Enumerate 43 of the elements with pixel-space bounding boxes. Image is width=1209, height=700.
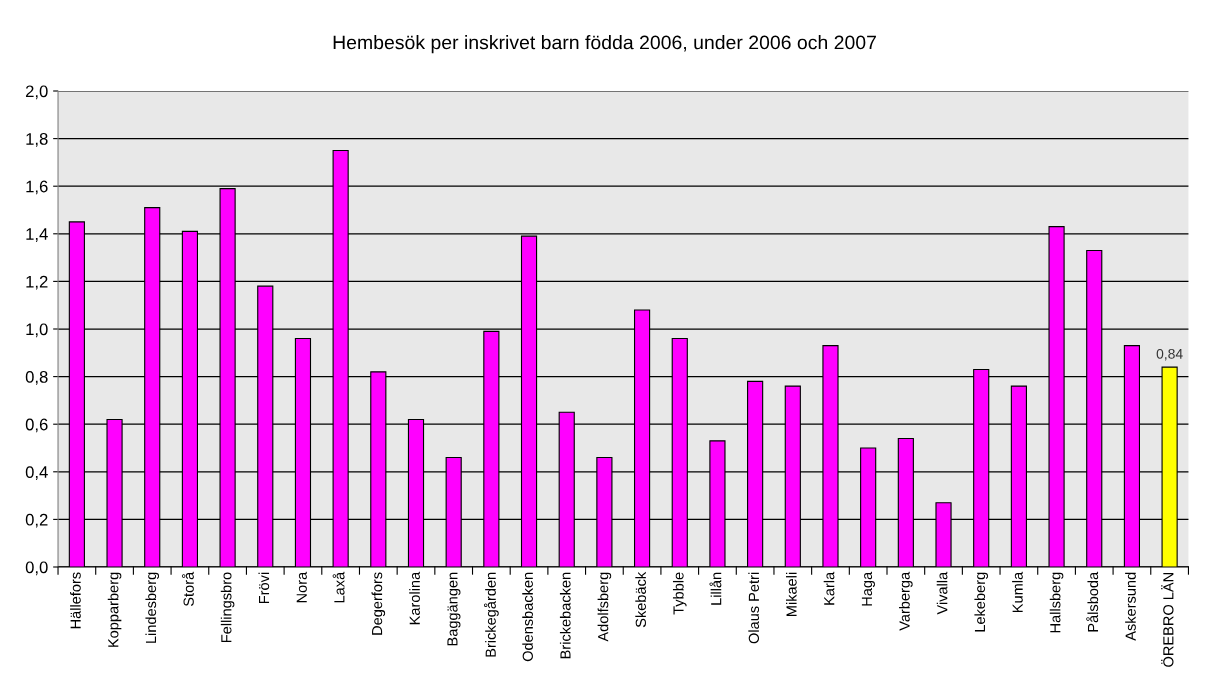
x-tick-label: Vivalla [936, 571, 948, 615]
x-tick-label: Mikaeli [786, 572, 797, 617]
x-tick-label: ÖREBRO LÄN [1161, 573, 1174, 667]
x-tick-label: Skebäck [635, 571, 646, 628]
y-tick-label: 0,2 [25, 513, 48, 528]
x-tick-label: Nora [296, 571, 307, 603]
y-tick-label: 1,0 [26, 323, 48, 338]
x-tick-label: Varberga [899, 571, 913, 631]
x-tick-label: Hallsberg [1049, 572, 1064, 633]
x-tick-label: Askersund [1125, 572, 1136, 641]
x-tick-label: Degerfors [371, 572, 386, 635]
y-tick-label: 1,6 [26, 180, 48, 195]
x-tick-label: Adolfsberg [597, 572, 612, 642]
x-tick-label: Lekeberg [974, 572, 988, 632]
x-tick-label: Lillån [709, 572, 722, 605]
x-tick-label: Lindesberg [145, 572, 160, 643]
y-tick-label: 0,8 [25, 371, 48, 385]
x-tick-label: Karolina [409, 571, 420, 625]
y-tick-label: 0,6 [25, 418, 48, 433]
y-tick-label: 2,0 [25, 85, 48, 100]
x-tick-label: Storå [181, 571, 194, 607]
x-tick-label: Odensbacken [522, 572, 533, 662]
x-tick-label: Karla [823, 571, 835, 605]
x-tick-label: Kumla [1012, 571, 1023, 612]
x-tick-label: Kopparberg [107, 572, 122, 647]
y-tick-label: 0,4 [25, 466, 48, 480]
y-tick-label: 1,4 [26, 228, 48, 242]
x-tick-label: Brickebacken [559, 572, 571, 659]
x-tick-label: Frövi [258, 572, 270, 604]
y-tick-label: 1,2 [26, 275, 48, 290]
chart-title: Hembesök per inskrivet barn födda 2006, under 2006 och 2007 [333, 35, 876, 54]
y-tick-label: 1,8 [26, 133, 48, 147]
x-tick-label: Baggängen [447, 572, 461, 646]
x-tick-label: Brickegården [483, 572, 499, 657]
x-tick-label: Tybble [672, 572, 687, 615]
data-label: 0,84 [1156, 348, 1183, 361]
y-tick-label: 0,0 [25, 561, 48, 576]
x-tick-label: Pålsboda [1086, 571, 1099, 632]
x-tick-label: Fellingsbro [220, 572, 235, 642]
x-tick-label: Hällefors [70, 572, 81, 629]
x-tick-label: Laxå [332, 571, 345, 603]
x-tick-label: Olaus Petri [748, 572, 760, 644]
x-tick-label: Haga [861, 571, 875, 606]
